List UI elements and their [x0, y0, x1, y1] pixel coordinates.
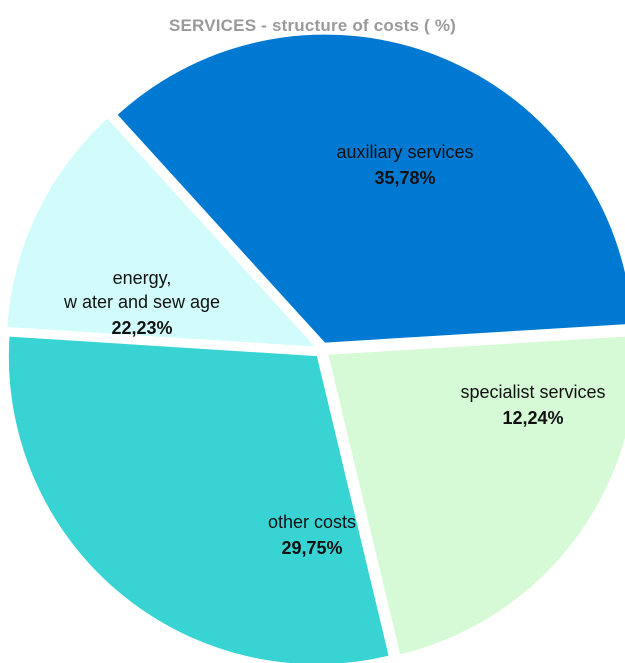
slice-label-3-line-1: w ater and sew age: [63, 292, 220, 312]
slice-label-2: other costs: [268, 512, 356, 532]
pie-slice-0: [117, 34, 625, 343]
slice-value-1: 12,24%: [502, 408, 563, 428]
slice-label-3-line-0: energy,: [113, 268, 172, 288]
pie-slice-3: [328, 336, 625, 655]
pie-slices: [7, 34, 625, 663]
slice-value-3: 22,23%: [111, 318, 172, 338]
slice-label-1: specialist services: [460, 382, 605, 402]
slice-value-2: 29,75%: [281, 538, 342, 558]
pie-slice-2: [8, 336, 389, 663]
pie-slice-1: [7, 118, 315, 347]
pie-labels: auxiliary services 35,78% specialist servi…: [63, 142, 606, 558]
chart-title: SERVICES - structure of costs ( %): [168, 16, 457, 35]
slice-label-0: auxiliary services: [336, 142, 473, 162]
slice-value-0: 35,78%: [374, 168, 435, 188]
